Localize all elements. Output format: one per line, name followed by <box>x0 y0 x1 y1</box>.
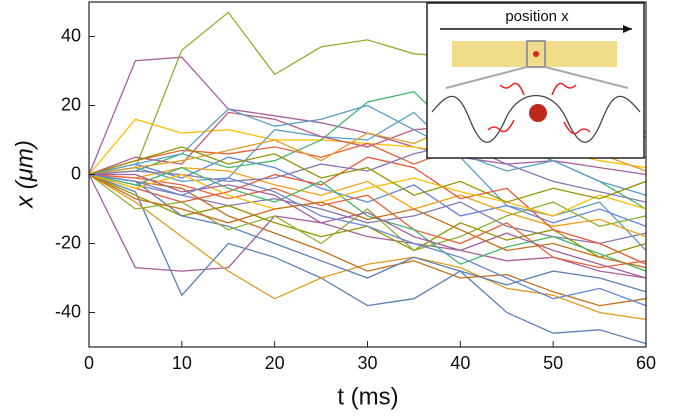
y-axis-label: x (μm) <box>11 140 38 209</box>
x-tick-label: 20 <box>265 353 285 373</box>
x-tick-label: 10 <box>172 353 192 373</box>
atom <box>529 104 547 122</box>
x-tick-label: 40 <box>450 353 470 373</box>
trajectory <box>88 173 647 269</box>
y-tick-label: -40 <box>55 301 81 321</box>
trajectory <box>89 173 647 279</box>
y-tick-label: 20 <box>61 94 81 114</box>
arrow-head <box>623 25 632 33</box>
y-tick-label: 0 <box>71 163 81 183</box>
trajectory <box>88 173 647 321</box>
trajectory <box>88 173 647 293</box>
atom-image <box>533 51 539 57</box>
y-tick-label: 40 <box>61 25 81 45</box>
photons <box>487 82 591 135</box>
trajectory <box>88 156 647 227</box>
trajectory <box>88 173 647 345</box>
trajectory <box>88 166 647 272</box>
trajectory <box>88 173 647 217</box>
inset-label: position x <box>505 8 569 25</box>
x-tick-label: 50 <box>543 353 563 373</box>
inset-frame <box>426 2 645 159</box>
y-tick-label: -20 <box>55 232 81 252</box>
trajectory <box>88 173 647 269</box>
x-tick-label: 0 <box>84 353 94 373</box>
trajectories <box>88 11 647 345</box>
x-axis-label: t (ms) <box>337 383 398 410</box>
x-tick-label: 60 <box>636 353 656 373</box>
inset: position x <box>426 2 645 159</box>
trajectory <box>88 173 647 307</box>
x-tick-label: 30 <box>357 353 377 373</box>
potential <box>431 94 641 143</box>
trajectory <box>88 173 647 252</box>
zoom-lines <box>445 66 629 89</box>
trajectory <box>88 104 647 196</box>
trajectory <box>88 146 647 203</box>
trajectory <box>88 173 647 307</box>
zoom-box <box>526 40 546 68</box>
